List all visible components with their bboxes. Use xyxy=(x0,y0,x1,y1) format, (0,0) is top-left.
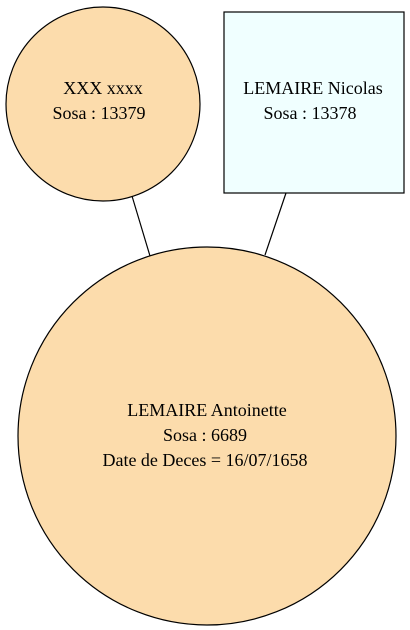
node-person-shape xyxy=(17,246,397,626)
node-father-shape xyxy=(223,11,405,194)
node-person-sosa: Sosa : 6689 xyxy=(163,425,247,445)
node-person-death: Date de Deces = 16/07/1658 xyxy=(102,450,307,470)
node-mother-sosa: Sosa : 13379 xyxy=(52,103,145,123)
node-mother-name: XXX xxxx xyxy=(63,78,143,98)
edge-father-to-person xyxy=(264,192,287,256)
node-person[interactable]: LEMAIRE Antoinette Sosa : 6689 Date de D… xyxy=(17,246,397,626)
node-mother-shape xyxy=(5,6,201,202)
edge-mother-to-person xyxy=(131,195,151,257)
node-mother[interactable]: XXX xxxx Sosa : 13379 xyxy=(5,6,201,202)
node-father-name: LEMAIRE Nicolas xyxy=(243,78,382,98)
node-father-sosa: Sosa : 13378 xyxy=(263,103,356,123)
node-father[interactable]: LEMAIRE Nicolas Sosa : 13378 xyxy=(223,11,405,194)
node-person-name: LEMAIRE Antoinette xyxy=(127,400,286,420)
